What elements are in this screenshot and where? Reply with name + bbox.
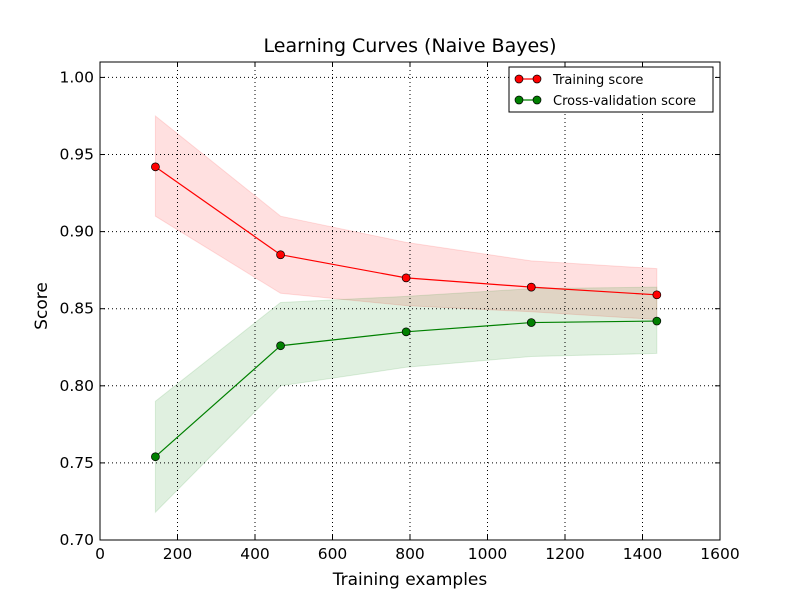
y-tick-label: 0.95	[59, 146, 94, 164]
data-point	[652, 316, 662, 326]
data-point	[526, 282, 536, 292]
y-axis-label: Score	[32, 282, 52, 330]
y-tick-label: 0.80	[59, 377, 94, 395]
x-tick-label: 400	[240, 545, 270, 563]
legend-label: Training score	[552, 73, 643, 88]
y-tick-label: 0.85	[59, 300, 94, 318]
chart-title: Learning Curves (Naive Bayes)	[264, 35, 557, 57]
axis-ticks: 0 200 400 600 800 1000 1200 1400 1600 0.70 0.75 0.8…	[59, 62, 740, 563]
data-point	[401, 273, 411, 283]
x-tick-label: 600	[318, 545, 348, 563]
data-point	[276, 341, 285, 351]
x-tick-label: 1000	[468, 545, 507, 563]
x-tick-label: 1400	[623, 545, 662, 563]
y-tick-label: 0.90	[59, 223, 94, 241]
data-point	[401, 327, 411, 337]
data-point	[151, 162, 160, 172]
legend-marker	[514, 74, 524, 84]
legend-marker	[514, 95, 524, 105]
data-point	[151, 452, 160, 462]
data-point	[526, 318, 536, 327]
x-axis-label: Training examples	[332, 570, 488, 590]
y-tick-label: 1.00	[59, 68, 94, 86]
x-tick-label: 1200	[545, 545, 584, 563]
data-point	[652, 290, 662, 300]
series-lines	[151, 162, 662, 462]
y-tick-label: 0.75	[59, 454, 94, 472]
chart-legend: Training score Cross-validation score	[508, 66, 714, 113]
x-tick-label: 0	[95, 545, 105, 563]
x-tick-label: 1600	[700, 545, 739, 563]
y-tick-label: 0.70	[59, 531, 94, 549]
x-tick-label: 800	[395, 545, 425, 563]
legend-marker	[532, 74, 542, 84]
legend-label: Cross-validation score	[553, 94, 696, 109]
data-point	[276, 250, 285, 260]
legend-marker	[532, 95, 542, 105]
legend-box	[508, 66, 714, 113]
x-tick-label: 200	[163, 545, 193, 563]
